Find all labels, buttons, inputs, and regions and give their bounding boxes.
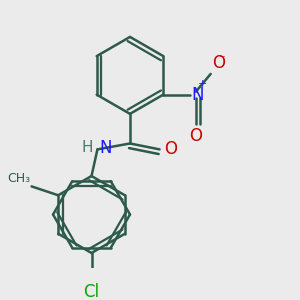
Text: N: N [99,139,111,157]
Text: +: + [198,79,207,89]
Text: O: O [189,127,203,145]
Text: Cl: Cl [83,283,100,300]
Text: CH₃: CH₃ [7,172,30,185]
Text: O: O [164,140,177,158]
Text: H: H [82,140,93,155]
Text: N: N [191,85,204,103]
Text: ⁻: ⁻ [218,53,225,67]
Text: O: O [212,54,225,72]
